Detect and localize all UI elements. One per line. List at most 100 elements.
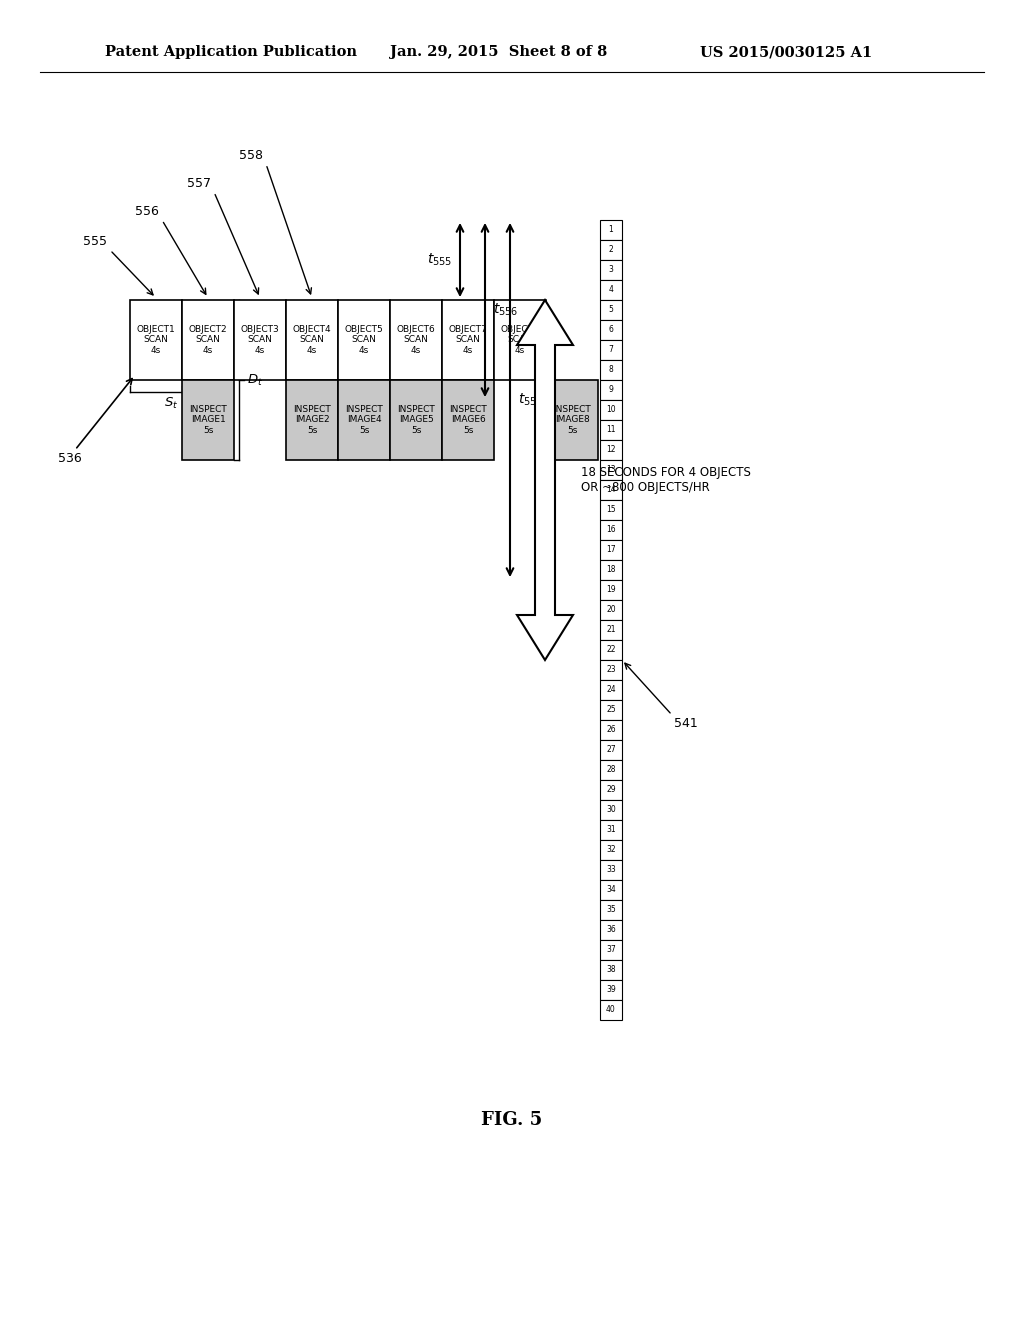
Text: FIG. 5: FIG. 5 <box>481 1111 543 1129</box>
Bar <box>600 1001 622 1020</box>
Text: INSPECT
IMAGE6
5s: INSPECT IMAGE6 5s <box>450 405 486 434</box>
Text: Jan. 29, 2015  Sheet 8 of 8: Jan. 29, 2015 Sheet 8 of 8 <box>390 45 607 59</box>
Text: 556: 556 <box>135 205 159 218</box>
Text: 40: 40 <box>606 1006 615 1015</box>
Text: 17: 17 <box>606 545 615 554</box>
Text: 21: 21 <box>606 626 615 635</box>
Bar <box>600 220 622 240</box>
Text: 6: 6 <box>608 326 613 334</box>
Text: 19: 19 <box>606 586 615 594</box>
Text: INSPECT
IMAGE5
5s: INSPECT IMAGE5 5s <box>397 405 435 434</box>
Text: 4: 4 <box>608 285 613 294</box>
Text: 557: 557 <box>187 177 211 190</box>
Bar <box>600 620 622 640</box>
Text: 37: 37 <box>606 945 615 954</box>
Text: 541: 541 <box>674 717 697 730</box>
Bar <box>600 500 622 520</box>
Text: 3: 3 <box>608 265 613 275</box>
Bar <box>600 960 622 979</box>
Bar <box>600 920 622 940</box>
Bar <box>600 520 622 540</box>
Bar <box>600 820 622 840</box>
Text: 2: 2 <box>608 246 613 255</box>
Text: 31: 31 <box>606 825 615 834</box>
Bar <box>600 861 622 880</box>
Bar <box>600 840 622 861</box>
Text: 33: 33 <box>606 866 615 874</box>
Text: 30: 30 <box>606 805 615 814</box>
Polygon shape <box>517 300 573 660</box>
Bar <box>600 540 622 560</box>
Bar <box>600 940 622 960</box>
Text: 16: 16 <box>606 525 615 535</box>
Bar <box>600 420 622 440</box>
Bar <box>600 601 622 620</box>
Text: INSPECT
IMAGE8
5s: INSPECT IMAGE8 5s <box>553 405 591 434</box>
Text: 5: 5 <box>608 305 613 314</box>
Text: 25: 25 <box>606 705 615 714</box>
Text: OBJECT4
SCAN
4s: OBJECT4 SCAN 4s <box>293 325 332 355</box>
Text: 36: 36 <box>606 925 615 935</box>
Bar <box>600 280 622 300</box>
Text: 34: 34 <box>606 886 615 895</box>
Bar <box>442 300 494 380</box>
Text: OBJECT3
SCAN
4s: OBJECT3 SCAN 4s <box>241 325 280 355</box>
Bar <box>600 380 622 400</box>
Bar <box>600 341 622 360</box>
Text: 558: 558 <box>239 149 263 162</box>
Bar <box>338 380 390 459</box>
Bar <box>600 719 622 741</box>
Bar <box>600 741 622 760</box>
Text: 15: 15 <box>606 506 615 515</box>
Bar <box>600 360 622 380</box>
Bar <box>390 380 442 459</box>
Text: 7: 7 <box>608 346 613 355</box>
Text: OBJECT1
SCAN
4s: OBJECT1 SCAN 4s <box>136 325 175 355</box>
Bar <box>600 640 622 660</box>
Text: 536: 536 <box>58 451 82 465</box>
Bar <box>600 440 622 459</box>
Text: INSPECT
IMAGE1
5s: INSPECT IMAGE1 5s <box>189 405 227 434</box>
Bar <box>600 700 622 719</box>
Bar <box>600 300 622 319</box>
Bar <box>600 800 622 820</box>
Bar <box>600 240 622 260</box>
Text: OBJECT5
SCAN
4s: OBJECT5 SCAN 4s <box>345 325 383 355</box>
Bar <box>600 480 622 500</box>
Text: OBJECT2
SCAN
4s: OBJECT2 SCAN 4s <box>188 325 227 355</box>
Text: 26: 26 <box>606 726 615 734</box>
Text: 39: 39 <box>606 986 615 994</box>
Text: 23: 23 <box>606 665 615 675</box>
Text: $D_t$: $D_t$ <box>247 372 263 388</box>
Bar <box>600 660 622 680</box>
Bar <box>494 300 546 380</box>
Bar <box>286 380 338 459</box>
Text: 1: 1 <box>608 226 613 235</box>
Bar <box>338 300 390 380</box>
Text: 555: 555 <box>83 235 106 248</box>
Text: $t_{555}$: $t_{555}$ <box>427 252 452 268</box>
Text: 28: 28 <box>606 766 615 775</box>
Text: 8: 8 <box>608 366 613 375</box>
Text: 27: 27 <box>606 746 615 755</box>
Text: 11: 11 <box>606 425 615 434</box>
Bar <box>600 260 622 280</box>
Bar <box>600 400 622 420</box>
Bar <box>600 880 622 900</box>
Text: 35: 35 <box>606 906 615 915</box>
Text: INSPECT
IMAGE2
5s: INSPECT IMAGE2 5s <box>293 405 331 434</box>
Text: 32: 32 <box>606 846 615 854</box>
Bar <box>600 979 622 1001</box>
Text: 22: 22 <box>606 645 615 655</box>
Bar <box>600 760 622 780</box>
Text: OBJECT8
SCAN
4s: OBJECT8 SCAN 4s <box>501 325 540 355</box>
Bar <box>390 300 442 380</box>
Bar <box>600 579 622 601</box>
Text: OBJECT6
SCAN
4s: OBJECT6 SCAN 4s <box>396 325 435 355</box>
Bar <box>546 380 598 459</box>
Bar <box>130 300 182 380</box>
Bar <box>182 300 234 380</box>
Bar <box>600 459 622 480</box>
Text: 10: 10 <box>606 405 615 414</box>
Text: 13: 13 <box>606 466 615 474</box>
